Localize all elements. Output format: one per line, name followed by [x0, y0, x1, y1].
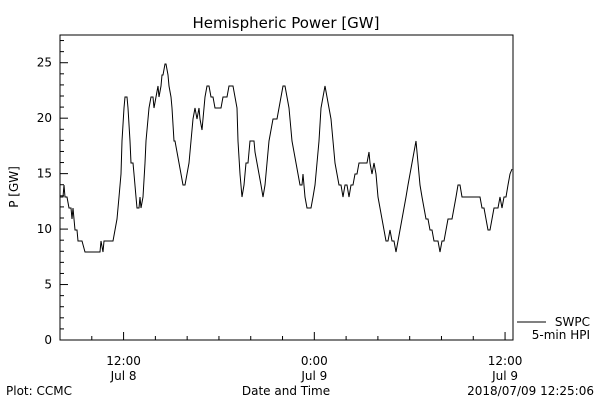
y-tick-label: 5 — [44, 278, 52, 292]
y-tick-label: 25 — [37, 56, 52, 70]
y-tick-label: 15 — [37, 167, 52, 181]
plot-frame — [59, 34, 514, 341]
y-tick-label: 20 — [37, 111, 52, 125]
x-tick-label-date: Jul 9 — [491, 369, 518, 383]
legend-label-hpi: 5-min HPI — [532, 328, 590, 342]
y-axis-ticks: 0 5 10 15 20 25 — [37, 40, 68, 347]
x-tick-label-time: 0:00 — [301, 354, 328, 368]
footer-timestamp: 2018/07/09 12:25:06 — [467, 384, 594, 398]
series-line-hpi — [60, 63, 513, 253]
y-axis-label: P [GW] — [7, 166, 21, 208]
x-tick-label-time: 12:00 — [488, 354, 523, 368]
chart-title: Hemispheric Power [GW] — [193, 14, 380, 32]
x-tick-label-date: Jul 8 — [110, 369, 137, 383]
x-tick-label-date: Jul 9 — [300, 369, 327, 383]
x-axis-label: Date and Time — [242, 384, 330, 398]
y-tick-label: 10 — [37, 222, 52, 236]
footer-plot-source: Plot: CCMC — [6, 384, 72, 398]
y-tick-label: 0 — [44, 333, 52, 347]
legend-label-swpc: SWPC — [555, 315, 590, 329]
x-tick-label-time: 12:00 — [106, 354, 141, 368]
